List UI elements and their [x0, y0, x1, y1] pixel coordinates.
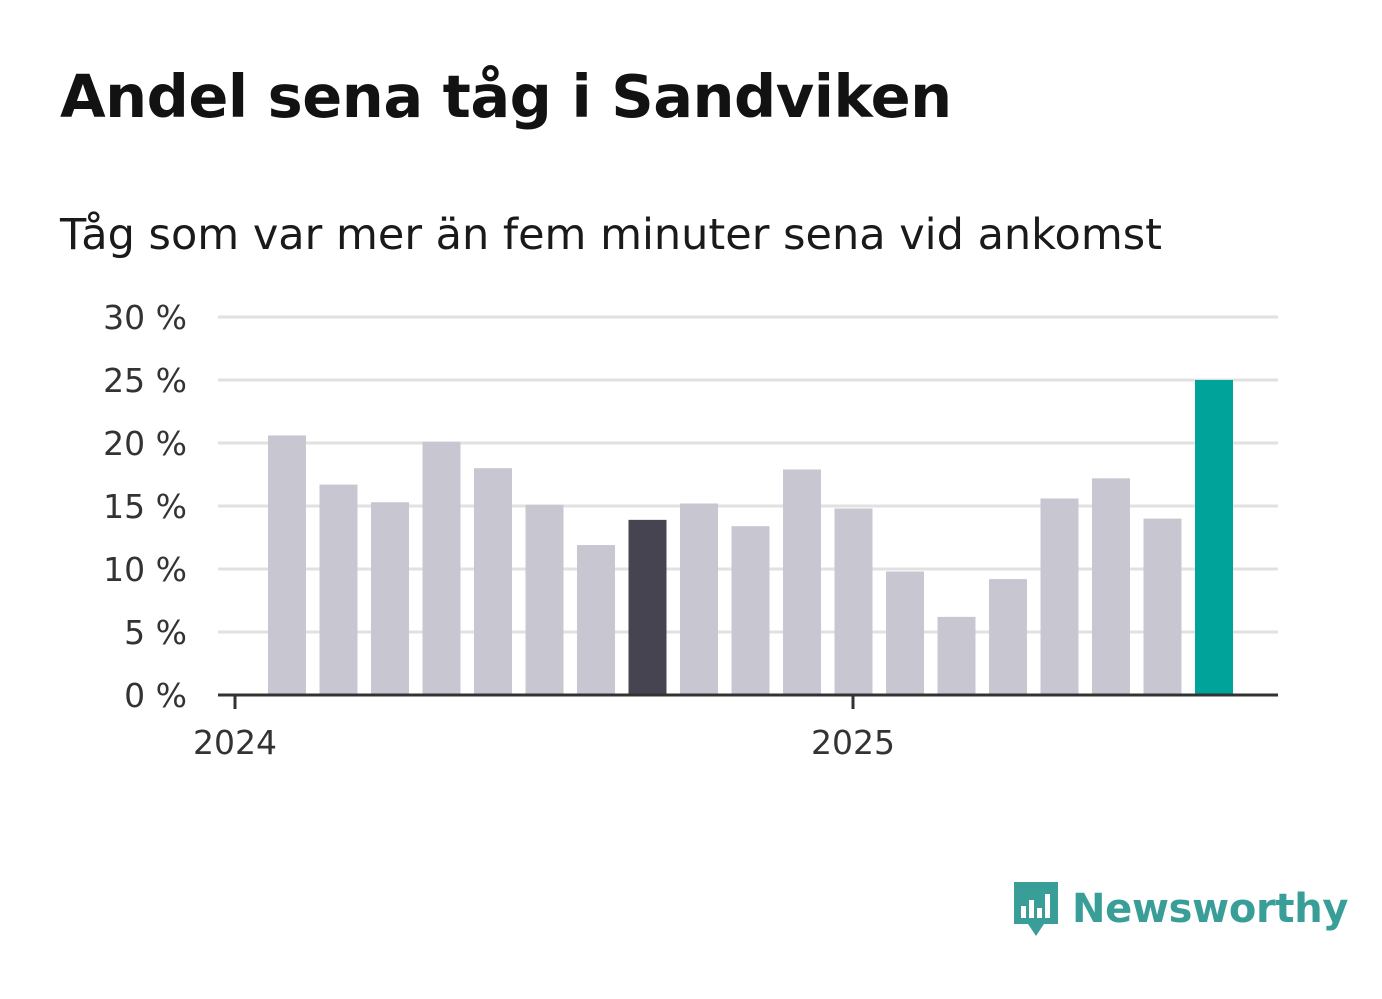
- chart-subtitle: Tåg som var mer än fem minuter sena vid …: [60, 210, 1163, 260]
- bar-2024-10: [731, 526, 770, 695]
- bar-2025-06: [1143, 518, 1182, 695]
- y-tick-label: 20 %: [103, 424, 187, 463]
- bar-2025-07: [1195, 380, 1233, 695]
- chart-title: Andel sena tåg i Sandviken: [60, 62, 952, 131]
- y-tick-label: 10 %: [103, 550, 187, 589]
- bar-2025-04: [1040, 498, 1079, 695]
- y-tick-label: 15 %: [103, 487, 187, 526]
- bar-2024-06: [525, 504, 564, 695]
- y-axis-ticks: 0 % 5 % 10 % 15 % 20 % 25 % 30 %: [103, 298, 187, 715]
- y-tick-label: 5 %: [124, 613, 187, 652]
- bar-2024-05: [474, 468, 512, 695]
- bar-2024-01: [268, 435, 306, 695]
- x-axis: 2024 2025: [193, 693, 1278, 762]
- bar-2024-08: [628, 519, 667, 695]
- bar-2024-04: [422, 441, 461, 695]
- bar-2024-02: [319, 484, 358, 695]
- bar-2024-03: [371, 502, 409, 695]
- brand-name: Newsworthy: [1072, 886, 1349, 932]
- x-tick-label: 2025: [811, 723, 895, 762]
- bar-2025-01: [886, 571, 924, 695]
- newsworthy-logo-icon: [1014, 882, 1058, 936]
- bar-2024-07: [577, 545, 615, 695]
- x-tick-label: 2024: [193, 723, 277, 762]
- y-tick-label: 30 %: [103, 298, 187, 337]
- bar-2024-09: [680, 503, 718, 695]
- y-tick-label: 25 %: [103, 361, 187, 400]
- y-tick-label: 0 %: [124, 676, 187, 715]
- bar-2025-03: [989, 579, 1027, 695]
- bars: [268, 380, 1233, 695]
- bar-2024-11: [783, 469, 821, 695]
- newsworthy-logo: Newsworthy: [1010, 878, 1349, 940]
- bar-2024-12: [834, 508, 873, 695]
- bar-2025-02: [937, 616, 976, 695]
- bar-2025-05: [1092, 478, 1130, 695]
